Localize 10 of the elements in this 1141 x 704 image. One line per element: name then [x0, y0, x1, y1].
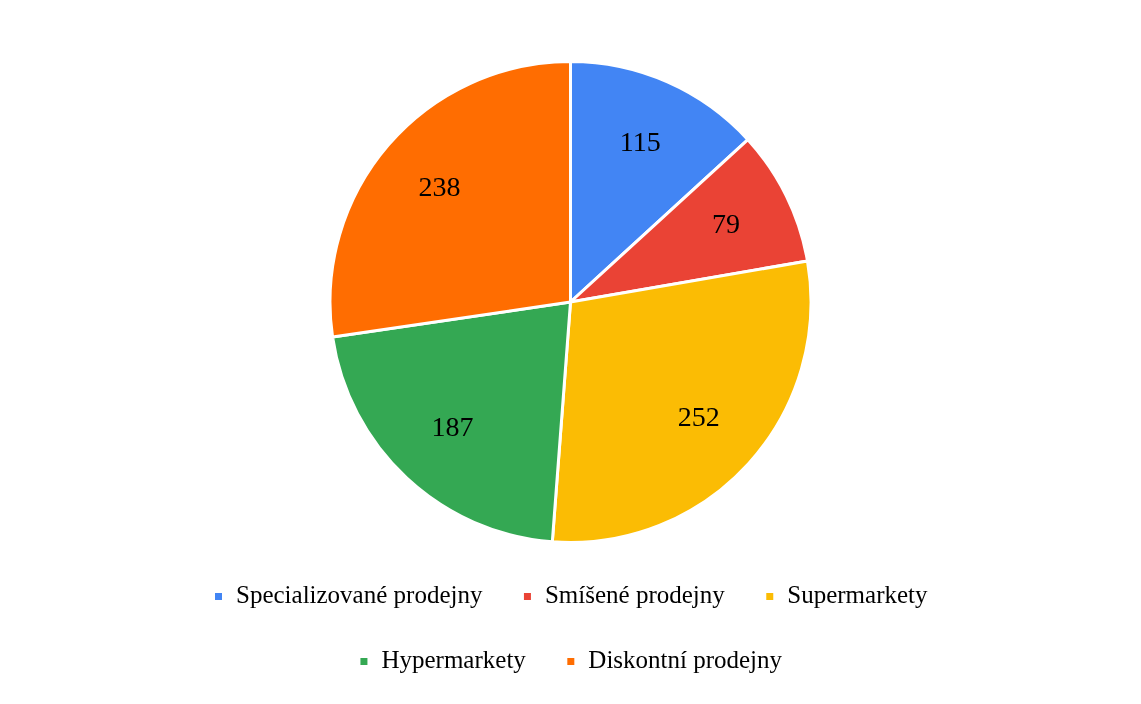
data-label: 115	[619, 125, 661, 157]
data-label: 187	[431, 411, 474, 443]
legend-label: Diskontní prodejny	[588, 646, 783, 674]
legend-label: Smíšené prodejny	[544, 581, 726, 609]
legend-label: Hypermarkety	[381, 646, 527, 674]
legend-label: Specializované prodejny	[236, 581, 483, 609]
data-label: 238	[418, 171, 461, 203]
data-label: 79	[711, 208, 740, 240]
data-label: 252	[677, 400, 720, 432]
legend-label: Supermarkety	[787, 581, 928, 609]
